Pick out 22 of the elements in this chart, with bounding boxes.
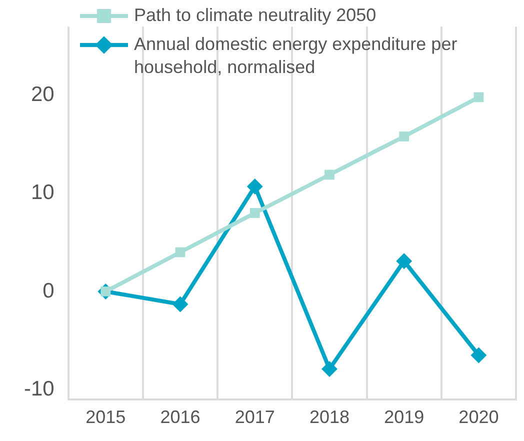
y-tick-label: 20 — [30, 83, 54, 106]
y-tick-label: -10 — [24, 377, 54, 400]
legend-label: Path to climate neutrality 2050 — [134, 4, 376, 27]
point — [172, 296, 188, 312]
point — [250, 208, 260, 218]
x-tick-label: 2016 — [160, 407, 200, 428]
point — [399, 132, 410, 142]
point — [324, 170, 334, 180]
y-tick-label: 10 — [30, 181, 54, 204]
legend-label: Annual domestic energy expenditure per household, normalised — [134, 33, 458, 79]
y-tick-label: 0 — [42, 279, 54, 302]
point — [246, 178, 263, 195]
x-tick-label: 2017 — [234, 407, 275, 428]
point — [175, 247, 186, 258]
x-tick-label: 2019 — [384, 407, 424, 428]
point — [396, 253, 412, 270]
point — [470, 347, 487, 364]
x-tick-label: 2020 — [458, 407, 499, 428]
point — [474, 92, 484, 102]
x-tick-label: 2018 — [309, 407, 350, 428]
point — [321, 360, 338, 377]
x-tick-label: 2015 — [86, 407, 126, 428]
